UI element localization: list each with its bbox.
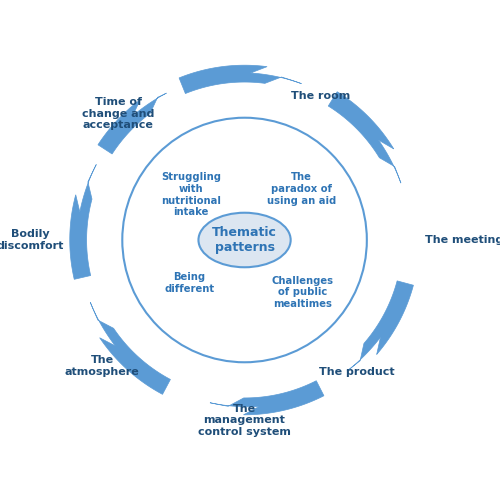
Text: The
atmosphere: The atmosphere — [65, 355, 140, 377]
Polygon shape — [328, 92, 401, 183]
Polygon shape — [179, 65, 302, 93]
Polygon shape — [98, 93, 166, 154]
Text: Thematic
patterns: Thematic patterns — [212, 226, 277, 254]
Text: Challenges
of public
mealtimes: Challenges of public mealtimes — [272, 276, 334, 309]
Ellipse shape — [198, 213, 290, 267]
Polygon shape — [210, 381, 324, 415]
Text: The room: The room — [291, 91, 350, 101]
Text: The meeting: The meeting — [425, 235, 500, 245]
Text: The
management
control system: The management control system — [198, 404, 291, 437]
Text: Time of
change and
acceptance: Time of change and acceptance — [82, 97, 154, 130]
Text: The product: The product — [319, 367, 394, 378]
Polygon shape — [90, 302, 170, 394]
Polygon shape — [70, 165, 96, 279]
Text: Being
different: Being different — [164, 272, 214, 294]
Text: Bodily
discomfort: Bodily discomfort — [0, 229, 64, 251]
Text: The
paradox of
using an aid: The paradox of using an aid — [266, 172, 336, 206]
Polygon shape — [347, 281, 414, 371]
Text: Struggling
with
nutritional
intake: Struggling with nutritional intake — [161, 172, 221, 217]
